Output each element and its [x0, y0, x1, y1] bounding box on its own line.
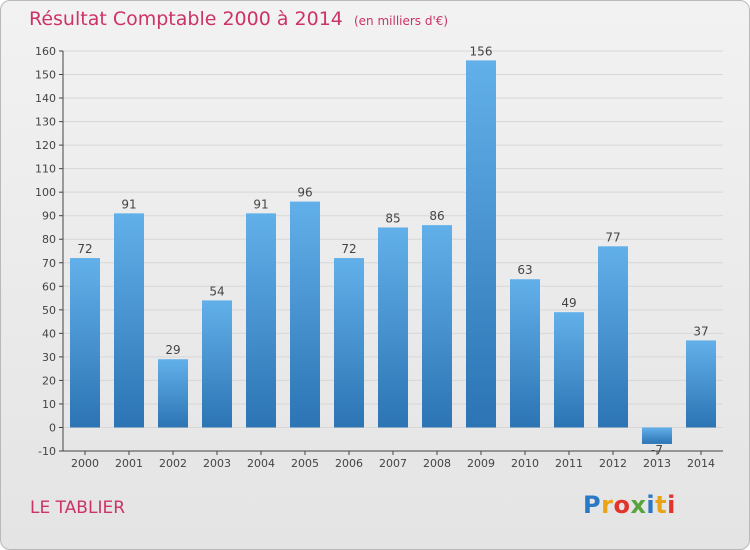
bar	[246, 213, 276, 428]
y-tick-label: 120	[35, 139, 56, 152]
bar	[114, 213, 144, 428]
data-label: 77	[605, 230, 620, 244]
y-tick-label: 150	[35, 69, 56, 82]
data-label: 156	[470, 44, 493, 58]
y-tick-label: 0	[49, 421, 56, 434]
x-tick-label: 2007	[379, 457, 407, 470]
x-tick-label: 2014	[687, 457, 715, 470]
bar	[378, 227, 408, 428]
y-tick-label: 70	[42, 257, 56, 270]
y-tick-label: 10	[42, 398, 56, 411]
commune-name: LE TABLIER	[30, 498, 126, 518]
data-label: 91	[253, 197, 268, 211]
bar	[158, 359, 188, 428]
y-tick-label: 130	[35, 116, 56, 129]
y-tick-label: 60	[42, 280, 56, 293]
x-tick-label: 2009	[467, 457, 495, 470]
logo-letter: i	[646, 491, 656, 519]
x-tick-label: 2003	[203, 457, 231, 470]
data-label: 72	[77, 242, 92, 256]
data-label: 54	[209, 284, 224, 298]
chart-title: Résultat Comptable 2000 à 2014 (en milli…	[29, 8, 448, 30]
data-label: 29	[165, 343, 180, 357]
y-tick-label: -10	[38, 445, 56, 458]
x-tick-label: 2001	[115, 457, 143, 470]
y-tick-label: 50	[42, 304, 56, 317]
x-tick-label: 2006	[335, 457, 363, 470]
bar	[202, 300, 232, 428]
logo-letter: t	[655, 491, 668, 519]
x-tick-label: 2005	[291, 457, 319, 470]
x-tick-label: 2000	[71, 457, 99, 470]
y-tick-label: 80	[42, 233, 56, 246]
x-tick-label: 2002	[159, 457, 187, 470]
y-tick-label: 30	[42, 351, 56, 364]
bar	[290, 201, 320, 428]
y-tick-label: 100	[35, 186, 56, 199]
bar	[642, 427, 672, 444]
x-tick-label: 2011	[555, 457, 583, 470]
logo-letter: x	[630, 491, 647, 519]
x-tick-label: 2004	[247, 457, 275, 470]
x-tick-label: 2013	[643, 457, 671, 470]
data-label: 49	[561, 296, 576, 310]
proxiti-logo: Proxiti	[583, 491, 676, 519]
data-label: 72	[341, 242, 356, 256]
bar	[422, 225, 452, 428]
logo-letter: i	[667, 491, 676, 519]
y-tick-label: 90	[42, 210, 56, 223]
bar	[466, 60, 496, 428]
bar	[334, 258, 364, 428]
y-tick-label: 110	[35, 163, 56, 176]
bar	[510, 279, 540, 428]
data-label: 37	[693, 324, 708, 338]
data-label: 86	[429, 209, 444, 223]
bar	[686, 340, 716, 428]
y-tick-label: 20	[42, 374, 56, 387]
y-tick-label: 40	[42, 327, 56, 340]
data-label: 85	[385, 211, 400, 225]
x-tick-label: 2008	[423, 457, 451, 470]
bar	[598, 246, 628, 428]
data-label: 63	[517, 263, 532, 277]
x-tick-label: 2010	[511, 457, 539, 470]
data-label: 96	[297, 186, 312, 200]
y-tick-label: 160	[35, 45, 56, 58]
logo-letter: P	[583, 491, 602, 519]
data-label: 91	[121, 197, 136, 211]
x-tick-label: 2012	[599, 457, 627, 470]
data-label: -7	[651, 443, 663, 457]
y-tick-label: 140	[35, 92, 56, 105]
bar	[554, 312, 584, 428]
chart-title-unit: (en milliers d'€)	[353, 14, 449, 28]
chart-title-main: Résultat Comptable 2000 à 2014	[29, 8, 343, 30]
bar	[70, 258, 100, 428]
logo-letter: o	[613, 491, 631, 519]
logo-letter: r	[601, 491, 614, 519]
